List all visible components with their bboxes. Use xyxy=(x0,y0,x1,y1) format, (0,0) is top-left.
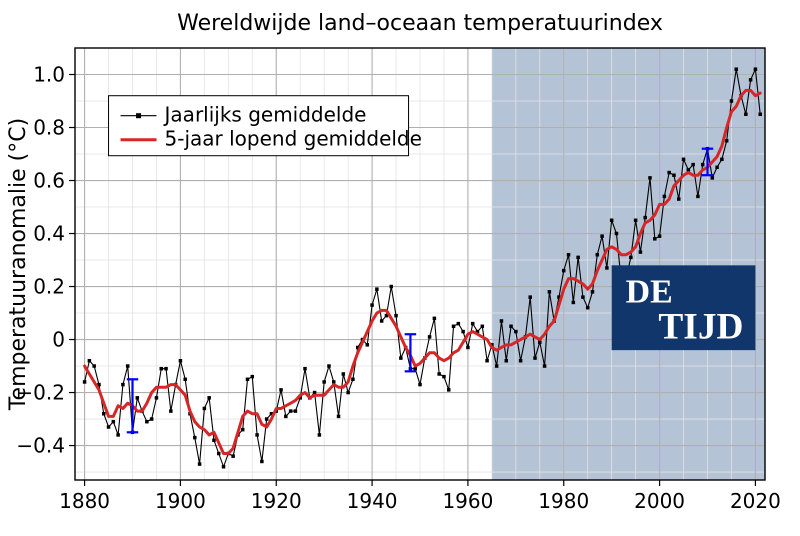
legend: Jaarlijks gemiddelde5-jaar lopend gemidd… xyxy=(109,96,422,156)
chart-title: Wereldwijde land–oceaan temperatuurindex xyxy=(177,11,663,36)
y-tick-label: 0.2 xyxy=(33,275,65,299)
logo-line1: DE xyxy=(626,274,673,311)
logo-detijd: DETIJD xyxy=(612,265,756,350)
legend-label-smoothed: 5-jaar lopend gemiddelde xyxy=(165,127,422,151)
y-tick-label: 0.4 xyxy=(33,222,65,246)
legend-label-annual: Jaarlijks gemiddelde xyxy=(163,103,367,127)
y-axis-label: Temperatuuranomalie (°C) xyxy=(6,118,31,411)
x-tick-label: 1960 xyxy=(442,489,493,513)
x-tick-label: 2020 xyxy=(730,489,781,513)
y-tick-label: 0.8 xyxy=(33,116,65,140)
logo-line2: TIJD xyxy=(658,306,743,347)
x-tick-label: 2000 xyxy=(634,489,685,513)
x-tick-label: 1900 xyxy=(155,489,206,513)
shaded-region xyxy=(492,48,765,480)
x-tick-label: 1920 xyxy=(251,489,302,513)
y-tick-label: 0.6 xyxy=(33,169,65,193)
y-tick-label: 1.0 xyxy=(33,63,65,87)
y-tick-label: 0 xyxy=(52,328,65,352)
x-tick-label: 1980 xyxy=(538,489,589,513)
x-ticks: 1880 1900 1920 1940 1960 1980 2000 2020 xyxy=(59,480,781,513)
x-tick-label: 1880 xyxy=(59,489,110,513)
temperature-chart: Jaarlijks gemiddelde5-jaar lopend gemidd… xyxy=(0,0,800,536)
x-tick-label: 1940 xyxy=(347,489,398,513)
y-tick-label: −0.4 xyxy=(16,434,65,458)
